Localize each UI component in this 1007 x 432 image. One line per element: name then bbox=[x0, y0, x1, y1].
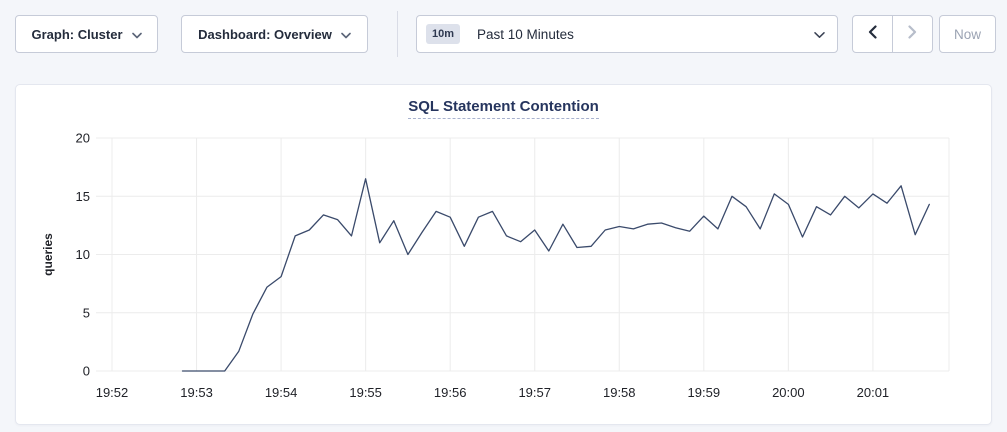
svg-text:10: 10 bbox=[76, 247, 90, 262]
svg-text:5: 5 bbox=[83, 305, 90, 320]
sql-contention-chart[interactable]: 0 5 10 15 20 19:52 19:53 19:54 19:55 19:56 19:57 19… bbox=[16, 85, 991, 424]
chart-title-link[interactable]: SQL Statement Contention bbox=[408, 98, 599, 119]
pager-separator bbox=[892, 16, 893, 52]
svg-text:15: 15 bbox=[76, 189, 90, 204]
time-pager bbox=[852, 15, 933, 53]
svg-text:19:54: 19:54 bbox=[265, 385, 298, 400]
prev-interval-button[interactable] bbox=[853, 16, 892, 52]
chevron-down-icon bbox=[341, 27, 351, 42]
svg-text:0: 0 bbox=[83, 364, 90, 379]
svg-text:20:01: 20:01 bbox=[857, 385, 890, 400]
dashboard-dropdown[interactable]: Dashboard: Overview bbox=[181, 15, 368, 53]
chart-title-row: SQL Statement Contention bbox=[16, 98, 991, 119]
toolbar-divider bbox=[397, 11, 398, 57]
svg-text:queries: queries bbox=[41, 233, 55, 276]
chevron-down-icon bbox=[814, 27, 825, 42]
svg-text:19:57: 19:57 bbox=[518, 385, 551, 400]
graph-dropdown[interactable]: Graph: Cluster bbox=[15, 15, 158, 53]
dashboard-dropdown-label: Dashboard: Overview bbox=[198, 26, 332, 42]
now-button-label: Now bbox=[953, 26, 981, 42]
chevron-down-icon bbox=[131, 27, 142, 42]
next-interval-button[interactable] bbox=[893, 16, 932, 52]
time-range-badge: 10m bbox=[426, 24, 461, 44]
svg-text:19:53: 19:53 bbox=[180, 385, 213, 400]
svg-text:19:59: 19:59 bbox=[688, 385, 721, 400]
now-button[interactable]: Now bbox=[939, 15, 996, 53]
toolbar: Graph: Cluster Dashboard: Overview 10m P… bbox=[15, 11, 996, 57]
svg-text:19:58: 19:58 bbox=[603, 385, 636, 400]
chevron-right-icon bbox=[908, 24, 917, 44]
chevron-left-icon bbox=[868, 24, 877, 44]
svg-text:19:52: 19:52 bbox=[96, 385, 129, 400]
graph-dropdown-label: Graph: Cluster bbox=[31, 26, 123, 42]
svg-text:19:56: 19:56 bbox=[434, 385, 467, 400]
svg-text:20:00: 20:00 bbox=[772, 385, 805, 400]
svg-text:19:55: 19:55 bbox=[349, 385, 382, 400]
svg-text:20: 20 bbox=[76, 131, 90, 146]
time-range-dropdown[interactable]: 10m Past 10 Minutes bbox=[416, 15, 838, 53]
chart-card: 0 5 10 15 20 19:52 19:53 19:54 19:55 19:56 19:57 19… bbox=[15, 84, 992, 425]
time-range-label: Past 10 Minutes bbox=[477, 26, 574, 42]
